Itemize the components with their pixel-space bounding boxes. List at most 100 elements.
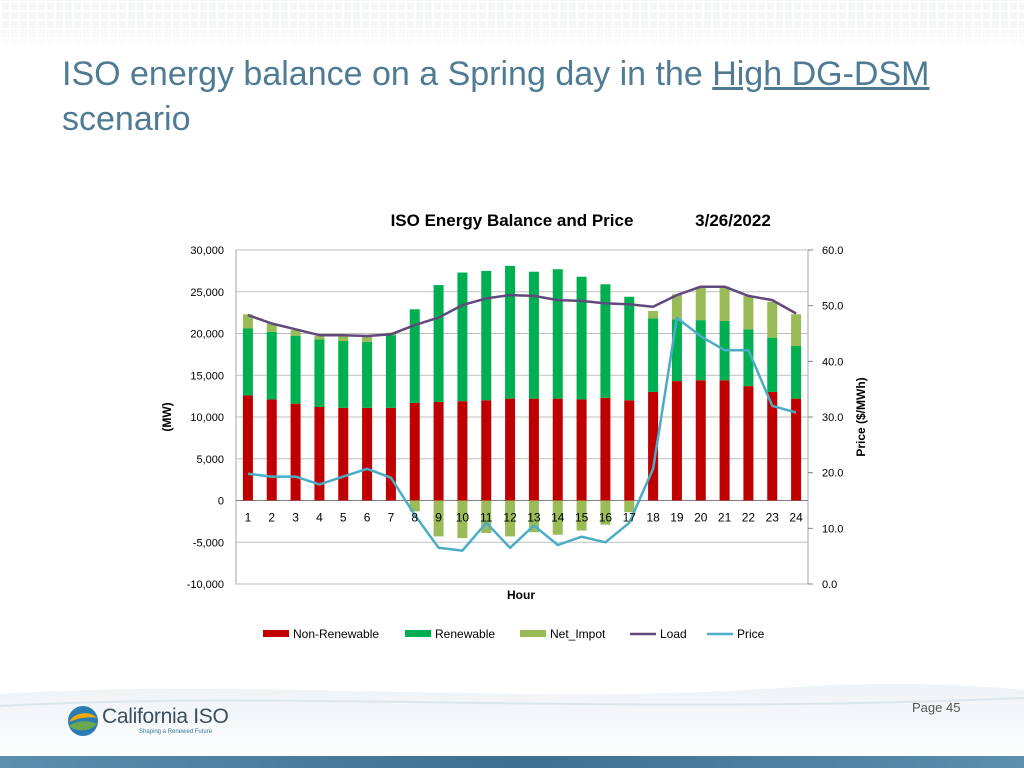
- bar-renewable: [624, 296, 635, 401]
- x-tick-label: 13: [527, 511, 541, 525]
- line-load: [247, 285, 797, 338]
- bar-renewable: [767, 337, 778, 392]
- x-tick-label: 21: [718, 511, 732, 525]
- bar-renewable: [385, 335, 396, 408]
- y-axis-label: (MW): [160, 402, 174, 431]
- bar-renewable: [242, 328, 253, 396]
- bar-renewable: [671, 319, 682, 382]
- bar-net-impot: [695, 286, 706, 321]
- bar-non-renewable: [505, 398, 516, 501]
- page-number: Page 45: [912, 700, 961, 715]
- bar-net-impot: [290, 330, 301, 337]
- y2-tick-label: 30.0: [822, 412, 843, 424]
- bar-net-impot: [242, 314, 253, 329]
- bar-renewable: [433, 285, 444, 402]
- bar-net-impot: [671, 294, 682, 320]
- x-tick-label: 7: [388, 511, 395, 525]
- x-tick-label: 17: [623, 511, 637, 525]
- bar-renewable: [648, 318, 659, 392]
- x-tick-label: 15: [575, 511, 589, 525]
- logo-name: California ISO: [102, 705, 229, 728]
- bar-renewable: [457, 272, 468, 402]
- y2-axis-label: Price ($/MWh): [854, 377, 868, 456]
- y2-tick-label: 40.0: [822, 356, 843, 368]
- bar-renewable: [266, 331, 277, 400]
- axes: -10,000 -5,000 0 5,000 10,000 15,000 20,000 25,…: [187, 245, 844, 591]
- bar-net-impot: [433, 500, 444, 537]
- y-tick-label: 10,000: [190, 412, 224, 424]
- x-tick-label: 1: [245, 511, 252, 525]
- bar-non-renewable: [362, 407, 373, 501]
- legend-label-net-impot: Net_Impot: [550, 627, 606, 641]
- legend-swatch-non-renewable: [263, 630, 289, 637]
- bar-series: [242, 265, 802, 539]
- y-tick-label: 0: [218, 496, 224, 508]
- bar-non-renewable: [600, 397, 611, 501]
- footer-wave: [0, 684, 1024, 768]
- logo-tagline: Shaping a Renewed Future: [139, 729, 213, 735]
- bar-renewable: [528, 271, 539, 399]
- bar-non-renewable: [552, 398, 563, 501]
- line-price: [247, 316, 797, 552]
- chart-title: ISO Energy Balance and Price: [391, 211, 634, 230]
- y-tick-label: -5,000: [193, 537, 224, 549]
- x-tick-label: 11: [480, 511, 493, 525]
- bar-net-impot: [505, 500, 516, 537]
- energy-balance-chart: -10,000 -5,000 0 5,000 10,000 15,000 20,000 25,…: [160, 211, 868, 641]
- bar-net-impot: [624, 500, 635, 513]
- bar-non-renewable: [481, 400, 492, 501]
- scenario-link[interactable]: High DG-DSM: [712, 55, 930, 93]
- bar-non-renewable: [433, 401, 444, 501]
- bar-net-impot: [266, 323, 277, 332]
- logo-swirl-icon: [68, 706, 98, 736]
- slide-title-suffix: scenario: [62, 100, 191, 138]
- bar-renewable: [481, 270, 492, 401]
- bar-non-renewable: [409, 402, 420, 501]
- y2-tick-label: 0.0: [822, 579, 837, 591]
- bar-renewable: [505, 265, 516, 399]
- bar-net-impot: [600, 500, 611, 525]
- bar-non-renewable: [767, 391, 778, 501]
- bar-non-renewable: [576, 399, 587, 501]
- bar-net-impot: [481, 500, 492, 534]
- x-tick-label: 14: [551, 511, 565, 525]
- bar-net-impot: [791, 314, 802, 347]
- grid-lines: [235, 249, 809, 585]
- slide-title-text: ISO energy balance on a Spring day in th…: [62, 55, 713, 93]
- bar-non-renewable: [290, 403, 301, 501]
- bar-renewable: [314, 339, 325, 407]
- bar-non-renewable: [719, 380, 730, 501]
- slide-title: ISO energy balance on a Spring day in th…: [62, 52, 962, 142]
- bar-net-impot: [528, 500, 539, 533]
- y2-tick-label: 10.0: [822, 523, 843, 535]
- bar-non-renewable: [791, 398, 802, 501]
- x-tick-label: 23: [766, 511, 780, 525]
- legend-label-load: Load: [660, 627, 687, 641]
- bar-non-renewable: [671, 381, 682, 501]
- bar-net-impot: [314, 336, 325, 340]
- y2-tick-label: 60.0: [822, 245, 843, 257]
- bar-renewable: [552, 269, 563, 399]
- line-series: [247, 285, 797, 552]
- bar-non-renewable: [314, 406, 325, 501]
- x-tick-label: 16: [599, 511, 613, 525]
- bar-renewable: [362, 341, 373, 408]
- bar-renewable: [576, 276, 587, 400]
- x-tick-label: 22: [742, 511, 756, 525]
- y-tick-label: 20,000: [190, 329, 224, 341]
- bar-net-impot: [576, 500, 587, 531]
- bar-net-impot: [552, 500, 563, 535]
- bar-net-impot: [648, 310, 659, 319]
- bar-renewable: [600, 284, 611, 398]
- chart-legend: Non-Renewable Renewable Net_Impot Load Price: [263, 627, 765, 641]
- bar-renewable: [290, 336, 301, 404]
- x-tick-label: 5: [340, 511, 347, 525]
- bar-net-impot: [362, 336, 373, 342]
- bar-non-renewable: [338, 407, 349, 501]
- bar-non-renewable: [457, 401, 468, 501]
- x-tick-label: 18: [646, 511, 660, 525]
- x-tick-label: 10: [456, 511, 470, 525]
- legend-label-price: Price: [737, 627, 765, 641]
- bar-non-renewable: [648, 391, 659, 501]
- y-tick-label: -10,000: [187, 579, 224, 591]
